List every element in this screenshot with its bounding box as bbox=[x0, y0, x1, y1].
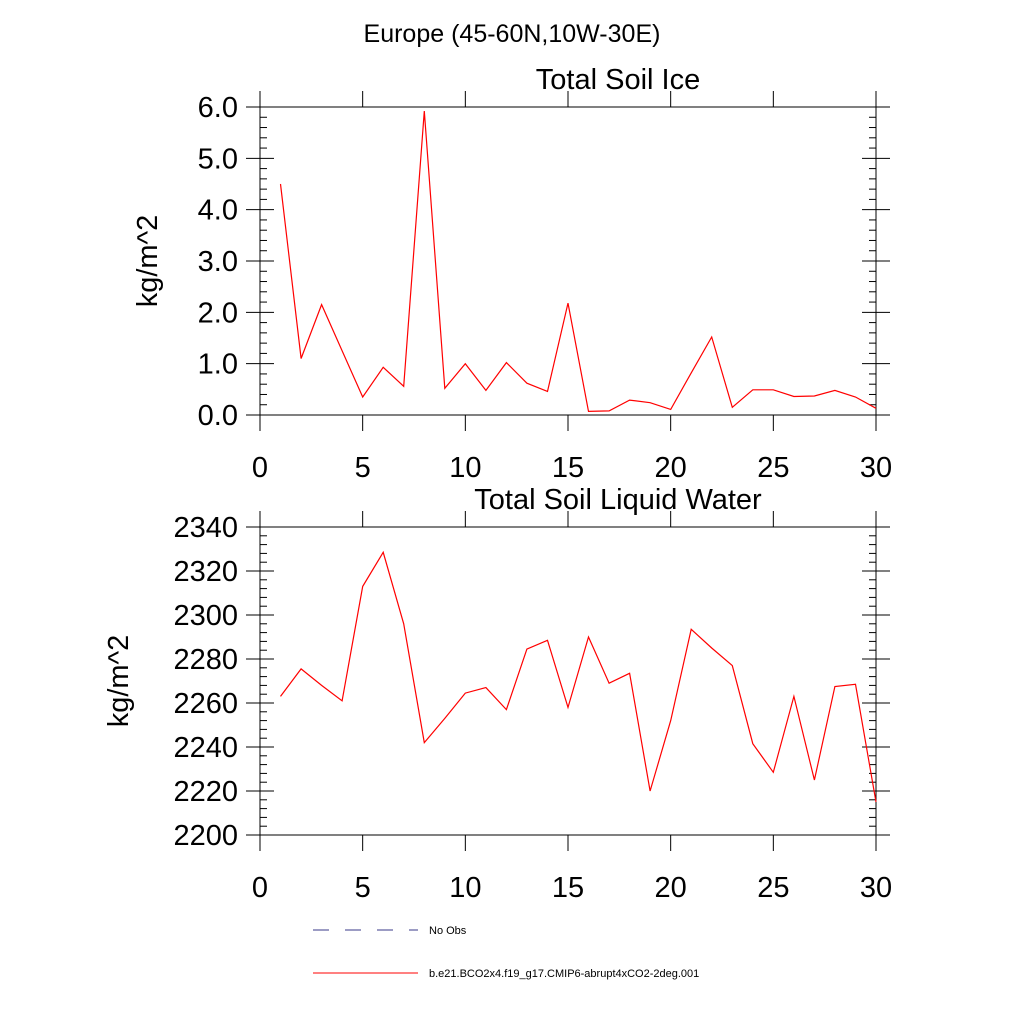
x-tick-label: 25 bbox=[757, 452, 789, 484]
x-tick-label: 5 bbox=[355, 872, 371, 904]
x-tick-label: 25 bbox=[757, 872, 789, 904]
x-tick-label: 20 bbox=[655, 452, 687, 484]
x-tick-label: 15 bbox=[552, 452, 584, 484]
y-tick-label: 3.0 bbox=[198, 246, 238, 278]
legend: No Obs b.e21.BCO2x4.f19_g17.CMIP6-abrupt… bbox=[313, 925, 699, 980]
panel-total-soil-liquid-water: Total Soil Liquid Water 0 5 10 15 20 25 30 2200 2… bbox=[103, 484, 892, 904]
x-tick-label: 20 bbox=[655, 872, 687, 904]
plot-frame bbox=[259, 106, 877, 416]
figure-suptitle: Europe (45-60N,10W-30E) bbox=[364, 20, 661, 48]
y-tick-label: 2220 bbox=[173, 776, 238, 808]
x-tick-label: 0 bbox=[252, 452, 268, 484]
y-tick-label: 2240 bbox=[173, 732, 238, 764]
y-tick-label: 5.0 bbox=[198, 143, 238, 175]
y-tick-label: 2.0 bbox=[198, 297, 238, 329]
y-axis-label: kg/m^2 bbox=[103, 635, 135, 728]
y-tick-label: 2340 bbox=[173, 512, 238, 544]
x-tick-label: 10 bbox=[449, 452, 481, 484]
x-tick-label: 30 bbox=[860, 872, 892, 904]
x-tick-label: 30 bbox=[860, 452, 892, 484]
y-tick-label: 4.0 bbox=[198, 195, 238, 227]
chart-title: Total Soil Liquid Water bbox=[474, 484, 762, 516]
y-tick-label: 1.0 bbox=[198, 349, 238, 381]
y-tick-label: 2280 bbox=[173, 644, 238, 676]
legend-label-no-obs: No Obs bbox=[429, 925, 467, 937]
y-tick-label: 6.0 bbox=[198, 92, 238, 124]
x-tick-label: 15 bbox=[552, 872, 584, 904]
y-tick-label: 2200 bbox=[173, 820, 238, 852]
x-tick-label: 0 bbox=[252, 872, 268, 904]
x-tick-label: 10 bbox=[449, 872, 481, 904]
y-tick-label: 2300 bbox=[173, 600, 238, 632]
series-line bbox=[280, 550, 877, 803]
plot-frame bbox=[259, 526, 877, 836]
legend-label-model: b.e21.BCO2x4.f19_g17.CMIP6-abrupt4xCO2-2… bbox=[429, 968, 699, 980]
chart-title: Total Soil Ice bbox=[536, 64, 700, 96]
y-tick-label: 2260 bbox=[173, 688, 238, 720]
y-tick-label: 0.0 bbox=[198, 400, 238, 432]
panel-total-soil-ice: Total Soil Ice 0 5 10 15 20 25 30 0.0 1.0 2.0 3.0 4.… bbox=[132, 64, 892, 484]
series-line bbox=[279, 111, 877, 413]
y-axis-label: kg/m^2 bbox=[132, 215, 164, 308]
x-tick-label: 5 bbox=[355, 452, 371, 484]
y-tick-label: 2320 bbox=[173, 556, 238, 588]
